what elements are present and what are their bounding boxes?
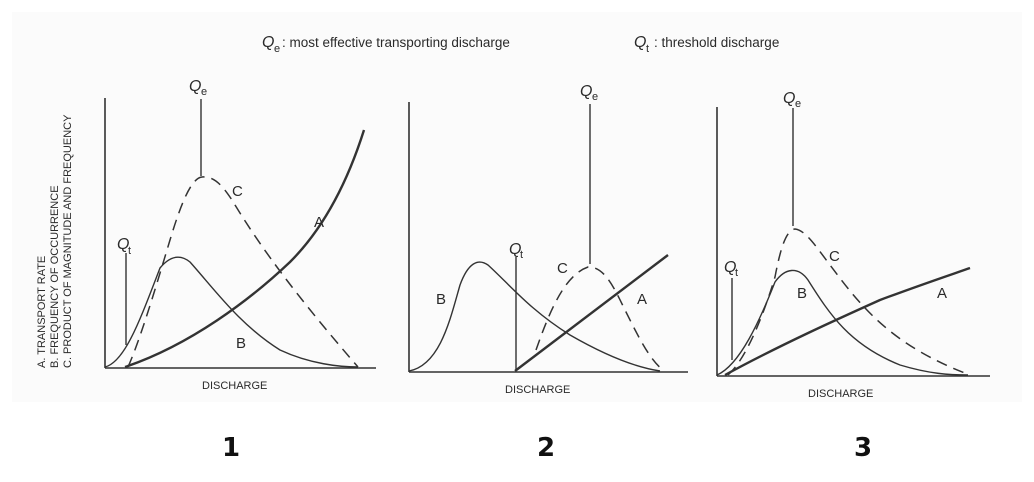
label-b: B: [436, 291, 446, 308]
qt-label-sub: t: [735, 267, 738, 279]
qe-label: Q: [783, 90, 795, 107]
panel-number-1: 1: [222, 433, 241, 463]
x-axis-label: DISCHARGE: [808, 388, 873, 400]
header-legend: Q e : most effective transporting discha…: [262, 34, 779, 55]
label-c: C: [557, 260, 568, 277]
chart-panel-3: [716, 107, 990, 377]
qt-definition: : threshold discharge: [654, 35, 779, 50]
panel-number-3: 3: [854, 433, 873, 463]
curve-b: [104, 256, 359, 368]
label-c: C: [829, 248, 840, 265]
curve-b: [408, 261, 661, 372]
chart-panel-1: [104, 98, 376, 369]
label-c: C: [232, 183, 243, 200]
curve-c: [127, 176, 359, 368]
curve-b: [716, 269, 969, 376]
chart-panel-1-labels: Q e Q t C A B DISCHARGE: [117, 78, 324, 392]
y-legend-a: A. TRANSPORT RATE: [36, 256, 48, 368]
chart-panel-2-labels: Q e Q t C A B DISCHARGE: [436, 83, 647, 396]
qe-subscript: e: [274, 43, 280, 55]
x-axis-label: DISCHARGE: [505, 384, 570, 396]
qe-label-sub: e: [795, 98, 801, 110]
y-legend-b: B. FREQUENCY OF OCCURRENCE: [49, 185, 61, 368]
qe-definition: : most effective transporting discharge: [282, 35, 510, 50]
qe-label-sub: e: [201, 86, 207, 98]
curve-a: [124, 129, 366, 369]
qt-label: Q: [724, 259, 736, 276]
curve-a: [514, 254, 669, 372]
qt-label: Q: [509, 241, 521, 258]
curve-c: [535, 266, 665, 372]
y-axis-legend: A. TRANSPORT RATE B. FREQUENCY OF OCCURR…: [36, 114, 74, 368]
qt-label: Q: [117, 236, 129, 253]
qe-label: Q: [580, 83, 592, 100]
qt-symbol: Q: [634, 34, 646, 51]
qt-subscript: t: [646, 43, 649, 55]
qt-label-sub: t: [128, 245, 131, 257]
label-a: A: [637, 291, 647, 308]
label-b: B: [236, 335, 246, 352]
curve-a: [724, 266, 971, 377]
panel-number-2: 2: [537, 433, 556, 463]
chart-panel-2: [408, 102, 688, 373]
label-b: B: [797, 285, 807, 302]
qe-label-sub: e: [592, 91, 598, 103]
label-a: A: [314, 214, 324, 231]
qe-label: Q: [189, 78, 201, 95]
x-axis-label: DISCHARGE: [202, 380, 267, 392]
qe-symbol: Q: [262, 34, 274, 51]
chart-panel-3-labels: Q e Q t C A B DISCHARGE: [724, 90, 947, 400]
label-a: A: [937, 285, 947, 302]
y-legend-c: C. PRODUCT OF MAGNITUDE AND FREQUENCY: [62, 114, 74, 368]
qt-label-sub: t: [520, 249, 523, 261]
curve-c: [727, 228, 971, 376]
